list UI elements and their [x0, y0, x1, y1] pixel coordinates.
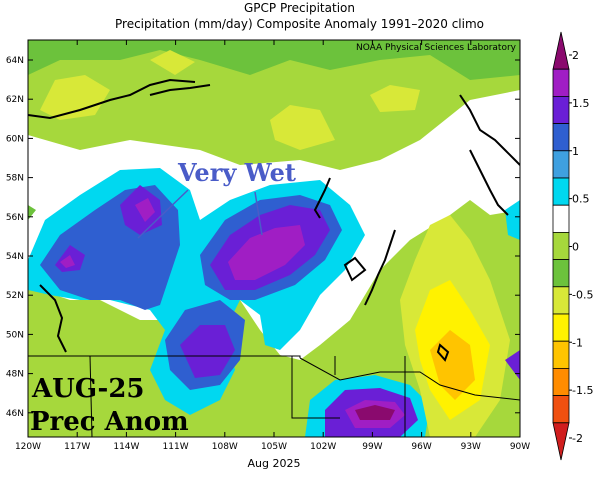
latitude-axis: 64N 62N 60N 58N 56N 54N 52N 50N 48N 46N [6, 56, 520, 419]
lon-label: 99W [362, 442, 382, 452]
lat-label: 46N [6, 409, 24, 419]
colorbar-swatch [552, 286, 570, 315]
colorbar-swatch [552, 340, 570, 369]
lon-label: 90W [510, 442, 530, 452]
lat-label: 58N [6, 174, 24, 184]
period-label: AUG-25 Prec Anom [30, 374, 189, 437]
lon-label: 102W [310, 442, 336, 452]
period-label-line2: Prec Anom [30, 407, 189, 437]
credit-text: NOAA Physical Sciences Laboratory [356, 43, 517, 53]
colorbar-swatch [552, 313, 570, 342]
colorbar-label: 2 [572, 49, 579, 62]
lon-label: 120W [15, 442, 41, 452]
colorbar-label: -1.5 [572, 384, 593, 397]
lon-label: 114W [113, 442, 139, 452]
colorbar-swatch [552, 123, 570, 152]
colorbar-swatch [552, 231, 570, 260]
very-wet-annotation: Very Wet [137, 158, 296, 239]
colorbar-swatch [552, 96, 570, 125]
borders [28, 355, 520, 437]
colorbar-swatch [552, 68, 570, 97]
colorbar-swatch [552, 422, 570, 461]
lat-label: 56N [6, 213, 24, 223]
colorbar-swatch [552, 395, 570, 424]
footer-date: Aug 2025 [248, 457, 301, 470]
colorbar-swatch [552, 204, 570, 233]
colorbar-swatch [552, 177, 570, 206]
colorbar-swatch [552, 31, 570, 70]
lon-label: 93W [461, 442, 481, 452]
lat-label: 50N [6, 330, 24, 340]
chart-title: GPCP Precipitation [244, 1, 355, 15]
anomaly-field [28, 40, 520, 437]
chart-subtitle: Precipitation (mm/day) Composite Anomaly… [115, 17, 484, 31]
lon-label: 111W [163, 442, 189, 452]
lon-label: 105W [261, 442, 287, 452]
lon-label: 108W [212, 442, 238, 452]
lon-label: 117W [64, 442, 90, 452]
lat-label: 54N [6, 252, 24, 262]
colorbar-label: 1 [572, 145, 579, 158]
colorbar-label: 0.5 [572, 193, 590, 206]
colorbar-label: 1.5 [572, 97, 590, 110]
longitude-axis: 120W 117W 114W 111W 108W 105W 102W 99W 96W 93W 90W [15, 40, 530, 452]
lat-label: 62N [6, 95, 24, 105]
colorbar-label: -0.5 [572, 288, 593, 301]
very-wet-label: Very Wet [177, 158, 296, 187]
colorbar: 2 1.5 1 0.5 0 -0.5 -1 -1.5 -2 [552, 31, 593, 461]
lat-label: 52N [6, 291, 24, 301]
lat-label: 60N [6, 134, 24, 144]
lat-label: 48N [6, 370, 24, 380]
colorbar-swatch [552, 150, 570, 179]
lat-label: 64N [6, 56, 24, 66]
colorbar-label: 0 [572, 241, 579, 254]
colorbar-label: -1 [572, 336, 583, 349]
colorbar-swatch [552, 259, 570, 288]
period-label-line1: AUG-25 [31, 374, 145, 404]
lon-label: 96W [411, 442, 431, 452]
colorbar-label: -2 [572, 432, 583, 445]
coastlines [28, 78, 520, 362]
colorbar-swatch [552, 367, 570, 396]
